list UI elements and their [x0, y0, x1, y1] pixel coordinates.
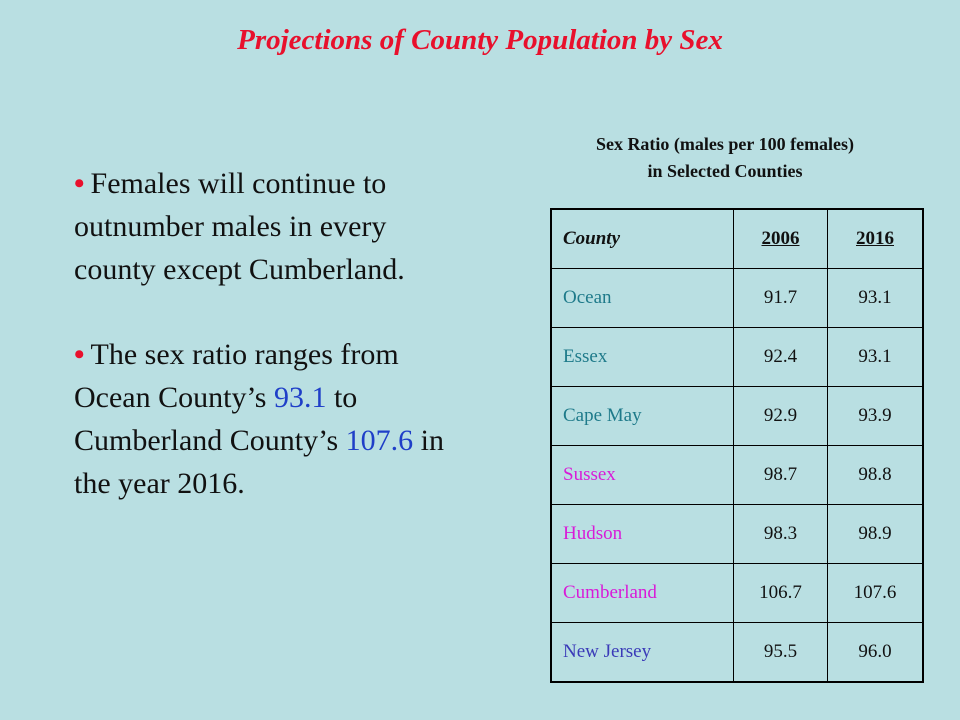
- bullet-text-2a: The sex ratio ranges from Ocean County’s: [74, 338, 399, 414]
- ratio-2016-cell: 96.0: [827, 622, 924, 683]
- county-cell: Sussex: [550, 445, 734, 505]
- sex-ratio-table: County 2006 2016 Ocean 91.7 93.1 Essex 92.4 9…: [550, 208, 924, 683]
- bullet-icon: •: [74, 338, 85, 371]
- county-cell: Essex: [550, 327, 734, 387]
- bullet-text-2b: to Cumberland County’s: [74, 381, 358, 457]
- table-row: Ocean 91.7 93.1: [550, 268, 924, 328]
- ratio-2016-cell: 93.1: [827, 268, 924, 328]
- table-row: Essex 92.4 93.1: [550, 327, 924, 387]
- header-year-2006: 2006: [733, 208, 828, 269]
- ratio-2016-cell: 93.9: [827, 386, 924, 446]
- ocean-ratio-value: 93.1: [273, 381, 327, 414]
- ratio-2006-cell: 106.7: [733, 563, 828, 623]
- bullet-icon: •: [74, 167, 85, 200]
- county-cell: Ocean: [550, 268, 734, 328]
- county-cell: Cumberland: [550, 563, 734, 623]
- bullet-item-2: • The sex ratio ranges from Ocean County’…: [74, 333, 454, 505]
- slide-title: Projections of County Population by Sex: [237, 24, 723, 56]
- county-cell: Hudson: [550, 504, 734, 564]
- bullet-text-2c: in the year 2016.: [74, 424, 444, 500]
- table-caption: Sex Ratio (males per 100 females) in Sel…: [540, 131, 910, 185]
- table-row: Sussex 98.7 98.8: [550, 445, 924, 505]
- ratio-2016-cell: 98.9: [827, 504, 924, 564]
- table-header-row: County 2006 2016: [550, 208, 924, 269]
- table-row: New Jersey 95.5 96.0: [550, 622, 924, 683]
- ratio-2006-cell: 95.5: [733, 622, 828, 683]
- county-cell: New Jersey: [550, 622, 734, 683]
- ratio-2016-cell: 98.8: [827, 445, 924, 505]
- table-caption-line-1: Sex Ratio (males per 100 females): [595, 134, 855, 154]
- header-year-2016: 2016: [827, 208, 924, 269]
- ratio-2016-cell: 107.6: [827, 563, 924, 623]
- bullet-item-1: • Females will continue to outnumber male…: [74, 162, 454, 291]
- ratio-2006-cell: 92.9: [733, 386, 828, 446]
- table-row: Cumberland 106.7 107.6: [550, 563, 924, 623]
- ratio-2006-cell: 98.7: [733, 445, 828, 505]
- ratio-2006-cell: 98.3: [733, 504, 828, 564]
- header-county: County: [550, 208, 734, 269]
- table-caption-line-2: in Selected Counties: [647, 161, 803, 181]
- bullet-list: • Females will continue to outnumber male…: [74, 162, 454, 547]
- table-row: Hudson 98.3 98.9: [550, 504, 924, 564]
- county-cell: Cape May: [550, 386, 734, 446]
- bullet-text-1: Females will continue to outnumber males…: [74, 167, 405, 286]
- ratio-2016-cell: 93.1: [827, 327, 924, 387]
- cumberland-ratio-value: 107.6: [345, 424, 414, 457]
- ratio-2006-cell: 91.7: [733, 268, 828, 328]
- table-row: Cape May 92.9 93.9: [550, 386, 924, 446]
- ratio-2006-cell: 92.4: [733, 327, 828, 387]
